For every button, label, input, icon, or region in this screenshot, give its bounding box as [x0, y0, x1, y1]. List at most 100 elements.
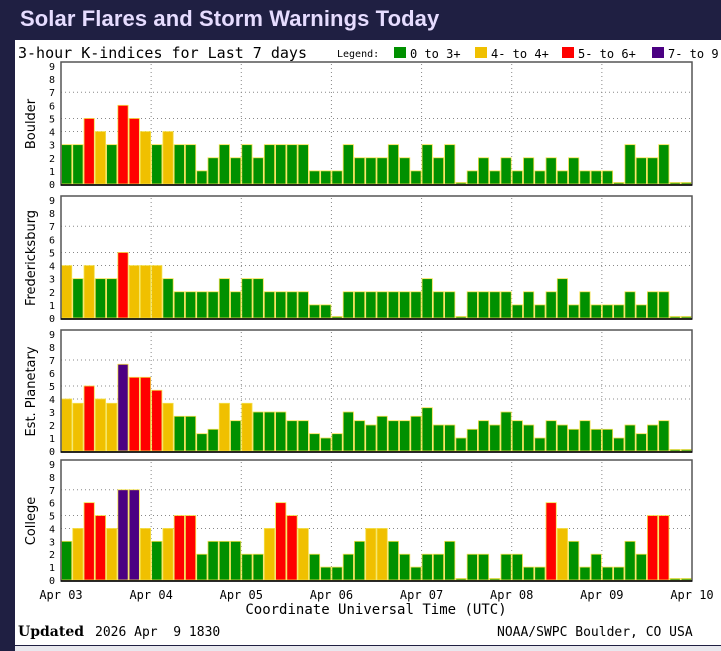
x-tick-label: Apr 03	[39, 588, 82, 602]
y-tick-label: 2	[49, 288, 55, 299]
x-tick-label: Apr 07	[400, 588, 443, 602]
bar	[455, 578, 467, 581]
bar	[139, 528, 152, 581]
bar	[342, 411, 354, 452]
bar	[432, 424, 445, 452]
bar	[365, 424, 377, 452]
bar	[376, 291, 388, 319]
y-tick-label: 8	[49, 209, 55, 220]
bar	[534, 437, 546, 452]
bar	[286, 515, 298, 581]
bar	[354, 291, 366, 319]
legend-label: Legend:	[337, 49, 379, 60]
legend-swatch	[394, 47, 406, 58]
bar	[421, 278, 433, 319]
bar	[230, 540, 242, 581]
bar	[83, 118, 95, 185]
bar	[365, 528, 377, 581]
bar	[106, 144, 118, 185]
bar	[489, 291, 501, 319]
bar	[556, 528, 568, 581]
bar	[365, 157, 377, 185]
bar	[94, 278, 106, 319]
y-tick-label: 8	[49, 473, 55, 484]
bar	[94, 398, 106, 452]
bar	[613, 304, 625, 319]
bar	[534, 566, 546, 581]
y-tick-label: 1	[49, 563, 55, 574]
bar	[590, 428, 602, 452]
bar	[162, 278, 174, 319]
bar	[387, 291, 399, 319]
bar	[568, 540, 580, 581]
bar	[365, 291, 377, 319]
bar	[94, 131, 106, 185]
bar	[669, 578, 681, 581]
bar	[185, 291, 197, 319]
y-tick-label: 8	[49, 343, 55, 354]
bar	[410, 291, 422, 319]
x-axis-label: Coordinate Universal Time (UTC)	[245, 602, 506, 618]
bar	[196, 553, 208, 581]
bar	[489, 578, 501, 581]
bar	[680, 578, 692, 581]
bar	[230, 420, 242, 452]
bar	[83, 502, 95, 581]
y-tick-label: 6	[49, 369, 55, 380]
bar	[241, 144, 253, 185]
bar	[320, 437, 332, 452]
panel-college: 0 1 2 3 45 6 7 8 9 College	[24, 459, 693, 587]
panel-est-planetary: 0 1 2 3 4 5 6 7 8 9 Est. Planetary	[24, 329, 693, 458]
bar	[421, 553, 433, 581]
bar	[556, 170, 568, 185]
bar	[624, 424, 636, 452]
bar	[466, 291, 478, 319]
bar	[320, 304, 332, 319]
bar	[151, 265, 163, 319]
bar	[500, 157, 512, 185]
bar	[376, 528, 388, 581]
bar	[523, 157, 535, 185]
y-tick-label: 7	[49, 88, 55, 99]
bar	[444, 291, 456, 319]
bar	[61, 540, 73, 581]
bar	[117, 252, 129, 319]
bar	[83, 265, 95, 319]
updated-value: 2026 Apr 9 1830	[95, 625, 220, 640]
bar	[252, 553, 264, 581]
bar	[162, 131, 174, 185]
x-axis-ticks: Apr 03 Apr 04 Apr 05 Apr 06 Apr 07 Apr 08 Apr …	[39, 588, 713, 602]
bar	[162, 528, 174, 581]
y-tick-label: 3	[49, 537, 55, 548]
y-tick-label: 5	[49, 382, 55, 393]
bar	[207, 157, 219, 185]
y-tick-label: 9	[49, 330, 55, 341]
bar	[230, 291, 242, 319]
bar	[207, 291, 219, 319]
bar	[511, 304, 523, 319]
y-tick-label: 5	[49, 512, 55, 523]
bar	[545, 420, 557, 452]
bar	[455, 437, 467, 452]
bar	[275, 291, 287, 319]
bar	[545, 157, 557, 185]
legend-swatch	[475, 47, 487, 58]
y-tick-label: 1	[49, 167, 55, 178]
bar	[601, 566, 614, 581]
bar	[173, 515, 185, 581]
y-tick-label: 0	[49, 180, 55, 191]
page-title: Solar Flares and Storm Warnings Today	[20, 6, 440, 31]
bar	[613, 437, 625, 452]
bar	[387, 144, 399, 185]
bar	[387, 420, 399, 452]
y-tick-label: 0	[49, 576, 55, 587]
bar	[511, 553, 523, 581]
y-tick-label: 6	[49, 499, 55, 510]
bar	[354, 420, 366, 452]
bar	[286, 420, 298, 452]
bar	[275, 411, 287, 452]
bar	[218, 402, 230, 452]
bar	[500, 411, 512, 452]
bar	[185, 515, 197, 581]
